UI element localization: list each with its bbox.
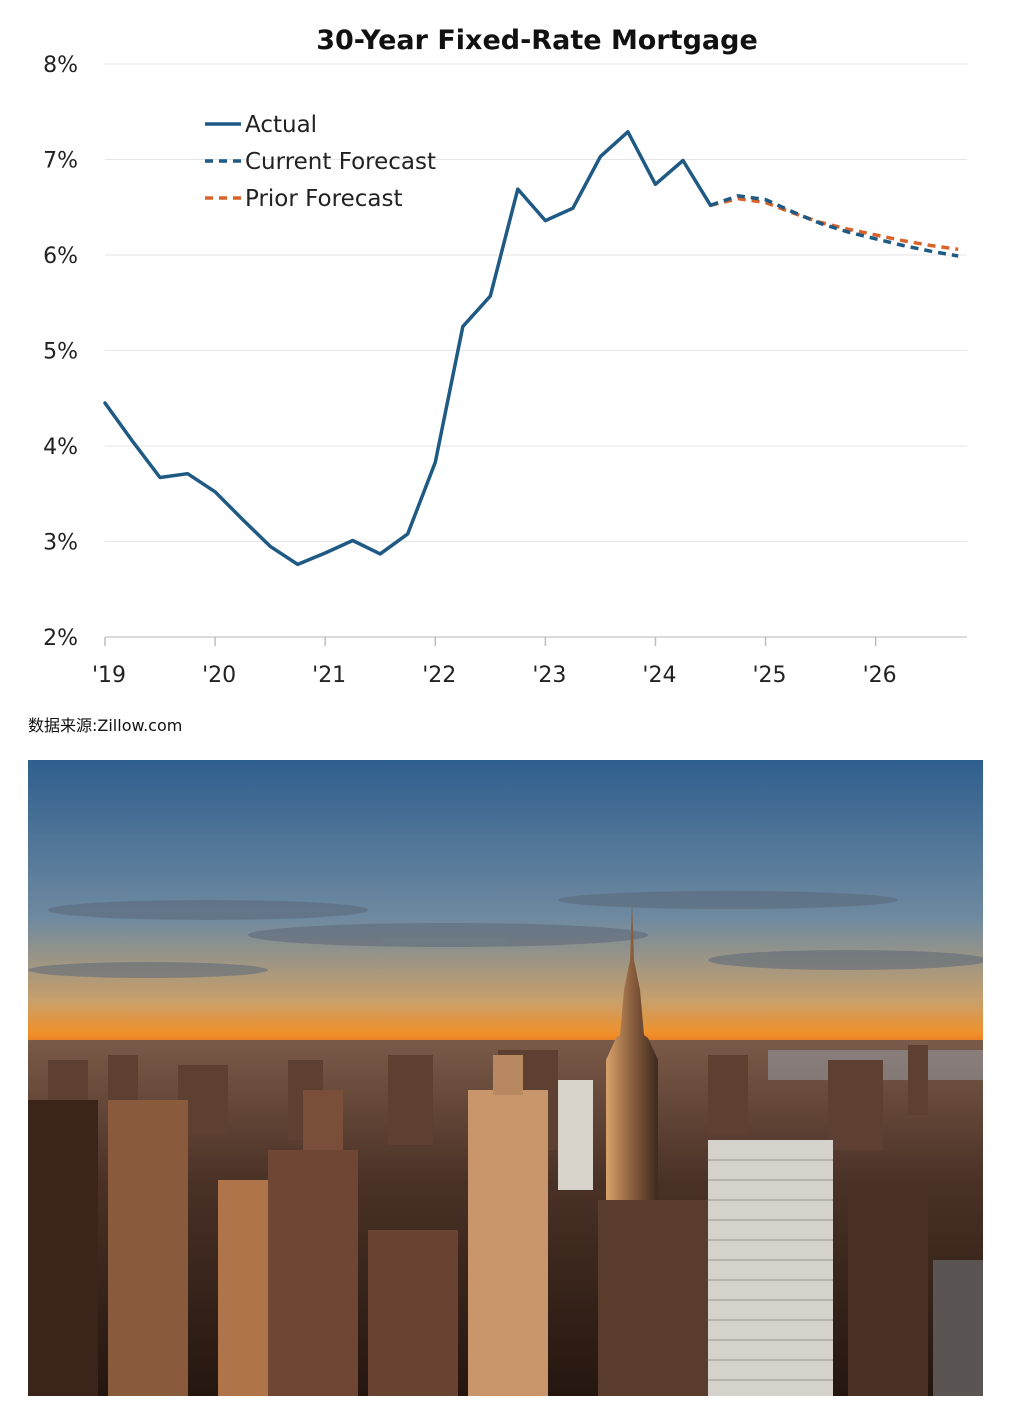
y-tick-label: 4% bbox=[43, 435, 78, 460]
series-lines bbox=[103, 130, 959, 567]
y-tick-label: 3% bbox=[43, 531, 78, 556]
x-tick-label: '25 bbox=[753, 663, 787, 688]
x-tick-label: '20 bbox=[202, 663, 236, 688]
x-tick-label: '23 bbox=[532, 663, 566, 688]
y-tick-label: 6% bbox=[43, 244, 78, 269]
legend-label-prior-forecast: Prior Forecast bbox=[245, 186, 402, 212]
photo-svg bbox=[28, 760, 983, 1396]
x-tick-label: '22 bbox=[422, 663, 456, 688]
series-line-prior-forecast bbox=[710, 196, 959, 252]
x-tick-label: '26 bbox=[863, 663, 897, 688]
legend-label-current-forecast: Current Forecast bbox=[245, 149, 436, 175]
x-tick-label: '24 bbox=[642, 663, 676, 688]
y-tick-label: 2% bbox=[43, 626, 78, 651]
grid-lines bbox=[105, 63, 967, 542]
legend-label-actual: Actual bbox=[245, 112, 317, 138]
axes: 2% 3% 4% 5% 6% 7% 8% '19 '20 '21 '22 '23 '24 '25 '26 bbox=[43, 53, 967, 688]
city-skyline-sunset-photo bbox=[28, 760, 983, 1396]
x-tick-label: '19 bbox=[92, 663, 126, 688]
y-tick-label: 8% bbox=[43, 53, 78, 78]
y-tick-label: 7% bbox=[43, 149, 78, 174]
y-tick-label: 5% bbox=[43, 340, 78, 365]
legend: Actual Current Forecast Prior Forecast bbox=[205, 112, 436, 212]
x-tick-label: '21 bbox=[312, 663, 346, 688]
chart-svg: 30-Year Fixed-Rate Mortgage 2% 3% 4% 5% 6% 7%… bbox=[43, 25, 967, 688]
chart-title: 30-Year Fixed-Rate Mortgage bbox=[316, 25, 758, 56]
mortgage-rate-chart: 30-Year Fixed-Rate Mortgage 2% 3% 4% 5% 6% 7%… bbox=[0, 0, 1011, 700]
series-line-current-forecast bbox=[709, 194, 959, 258]
series-line-actual bbox=[103, 130, 713, 567]
source-note: 数据来源:Zillow.com bbox=[28, 716, 183, 735]
